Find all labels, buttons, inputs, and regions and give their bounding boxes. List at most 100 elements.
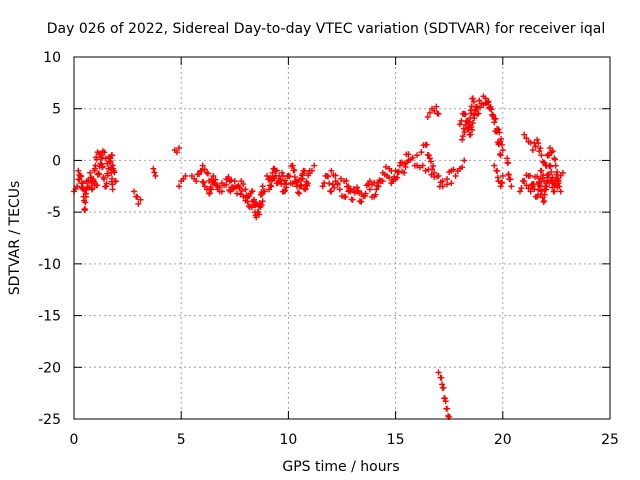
data-point-marker xyxy=(280,172,287,179)
data-point-marker xyxy=(435,110,442,117)
data-point-marker xyxy=(476,97,483,104)
data-point-marker xyxy=(281,180,288,187)
data-point-marker xyxy=(379,169,386,176)
data-point-marker xyxy=(541,191,548,198)
data-point-marker xyxy=(545,151,552,158)
data-point-marker xyxy=(469,95,476,102)
data-point-marker xyxy=(402,163,409,170)
data-point-marker xyxy=(434,173,441,180)
data-point-marker xyxy=(137,196,144,203)
data-point-marker xyxy=(439,183,446,190)
data-point-marker xyxy=(538,188,545,195)
x-tick-label: 15 xyxy=(387,432,405,448)
data-point-marker xyxy=(96,163,103,170)
data-point-marker xyxy=(452,172,459,179)
data-point-marker xyxy=(469,119,476,126)
data-point-marker xyxy=(469,126,476,133)
data-point-marker xyxy=(249,188,256,195)
data-point-marker xyxy=(554,168,561,175)
data-point-marker xyxy=(444,405,451,412)
data-point-marker xyxy=(176,183,183,190)
data-point-marker xyxy=(86,184,93,191)
data-point-marker xyxy=(551,156,558,163)
data-point-marker xyxy=(308,167,315,174)
data-point-marker xyxy=(462,121,469,128)
y-tick-label: -20 xyxy=(38,360,61,376)
y-axis-label: SDTVAR / TECUs xyxy=(7,181,23,296)
data-point-marker xyxy=(282,187,289,194)
data-point-marker xyxy=(471,115,478,122)
data-point-marker xyxy=(433,103,440,110)
data-point-marker xyxy=(523,182,530,189)
data-point-marker xyxy=(373,186,380,193)
data-point-marker xyxy=(326,180,333,187)
data-point-marker xyxy=(104,160,111,167)
data-point-marker xyxy=(103,180,110,187)
data-point-marker xyxy=(321,179,328,186)
data-point-marker xyxy=(494,167,501,174)
data-point-marker xyxy=(532,143,539,150)
data-point-marker xyxy=(336,186,343,193)
data-point-marker xyxy=(208,186,215,193)
data-point-marker xyxy=(180,176,187,183)
data-point-marker xyxy=(450,166,457,173)
data-point-marker xyxy=(248,204,255,211)
data-point-marker xyxy=(534,173,541,180)
x-tick-label: 25 xyxy=(601,432,619,448)
data-point-marker xyxy=(255,209,262,216)
data-point-marker xyxy=(507,176,514,183)
data-point-marker xyxy=(201,183,208,190)
data-point-marker xyxy=(328,188,335,195)
data-point-marker xyxy=(489,111,496,118)
data-point-marker xyxy=(426,109,433,116)
data-point-marker xyxy=(547,177,554,184)
data-point-marker xyxy=(534,136,541,143)
data-point-marker xyxy=(427,158,434,165)
data-point-marker xyxy=(491,162,498,169)
data-point-marker xyxy=(559,169,566,176)
data-point-marker xyxy=(535,186,542,193)
data-point-marker xyxy=(425,166,432,173)
data-point-marker xyxy=(382,163,389,170)
data-point-marker xyxy=(101,176,108,183)
data-point-marker xyxy=(525,185,532,192)
data-point-marker xyxy=(282,177,289,184)
data-point-marker xyxy=(497,183,504,190)
data-point-marker xyxy=(552,162,559,169)
data-point-marker xyxy=(240,181,247,188)
data-point-marker xyxy=(504,160,511,167)
data-point-marker xyxy=(386,174,393,181)
data-point-marker xyxy=(475,110,482,117)
data-point-marker xyxy=(88,179,95,186)
data-point-marker xyxy=(548,169,555,176)
data-point-marker xyxy=(96,171,103,178)
data-point-marker xyxy=(487,103,494,110)
data-point-marker xyxy=(496,140,503,147)
data-point-marker xyxy=(199,162,206,169)
data-point-marker xyxy=(205,170,211,177)
data-point-marker xyxy=(456,121,463,128)
data-point-marker xyxy=(497,152,504,159)
data-point-marker xyxy=(464,118,471,125)
data-point-marker xyxy=(414,152,421,159)
data-point-marker xyxy=(366,186,373,193)
y-tick-label: 0 xyxy=(52,153,61,169)
data-point-marker xyxy=(319,183,326,190)
data-point-marker xyxy=(98,152,105,159)
data-point-marker xyxy=(263,172,270,179)
data-point-marker xyxy=(245,203,252,210)
data-point-marker xyxy=(521,131,528,138)
data-point-marker xyxy=(546,145,553,152)
data-point-marker xyxy=(435,369,442,376)
data-point-marker xyxy=(442,398,449,405)
x-tick-label: 5 xyxy=(177,432,186,448)
data-point-marker xyxy=(214,183,221,190)
data-point-marker xyxy=(289,180,296,187)
data-point-marker xyxy=(461,129,468,136)
data-point-marker xyxy=(289,162,296,169)
data-point-marker xyxy=(395,169,402,176)
data-point-marker xyxy=(79,180,86,187)
data-point-marker xyxy=(97,160,104,167)
data-point-marker xyxy=(291,167,298,174)
